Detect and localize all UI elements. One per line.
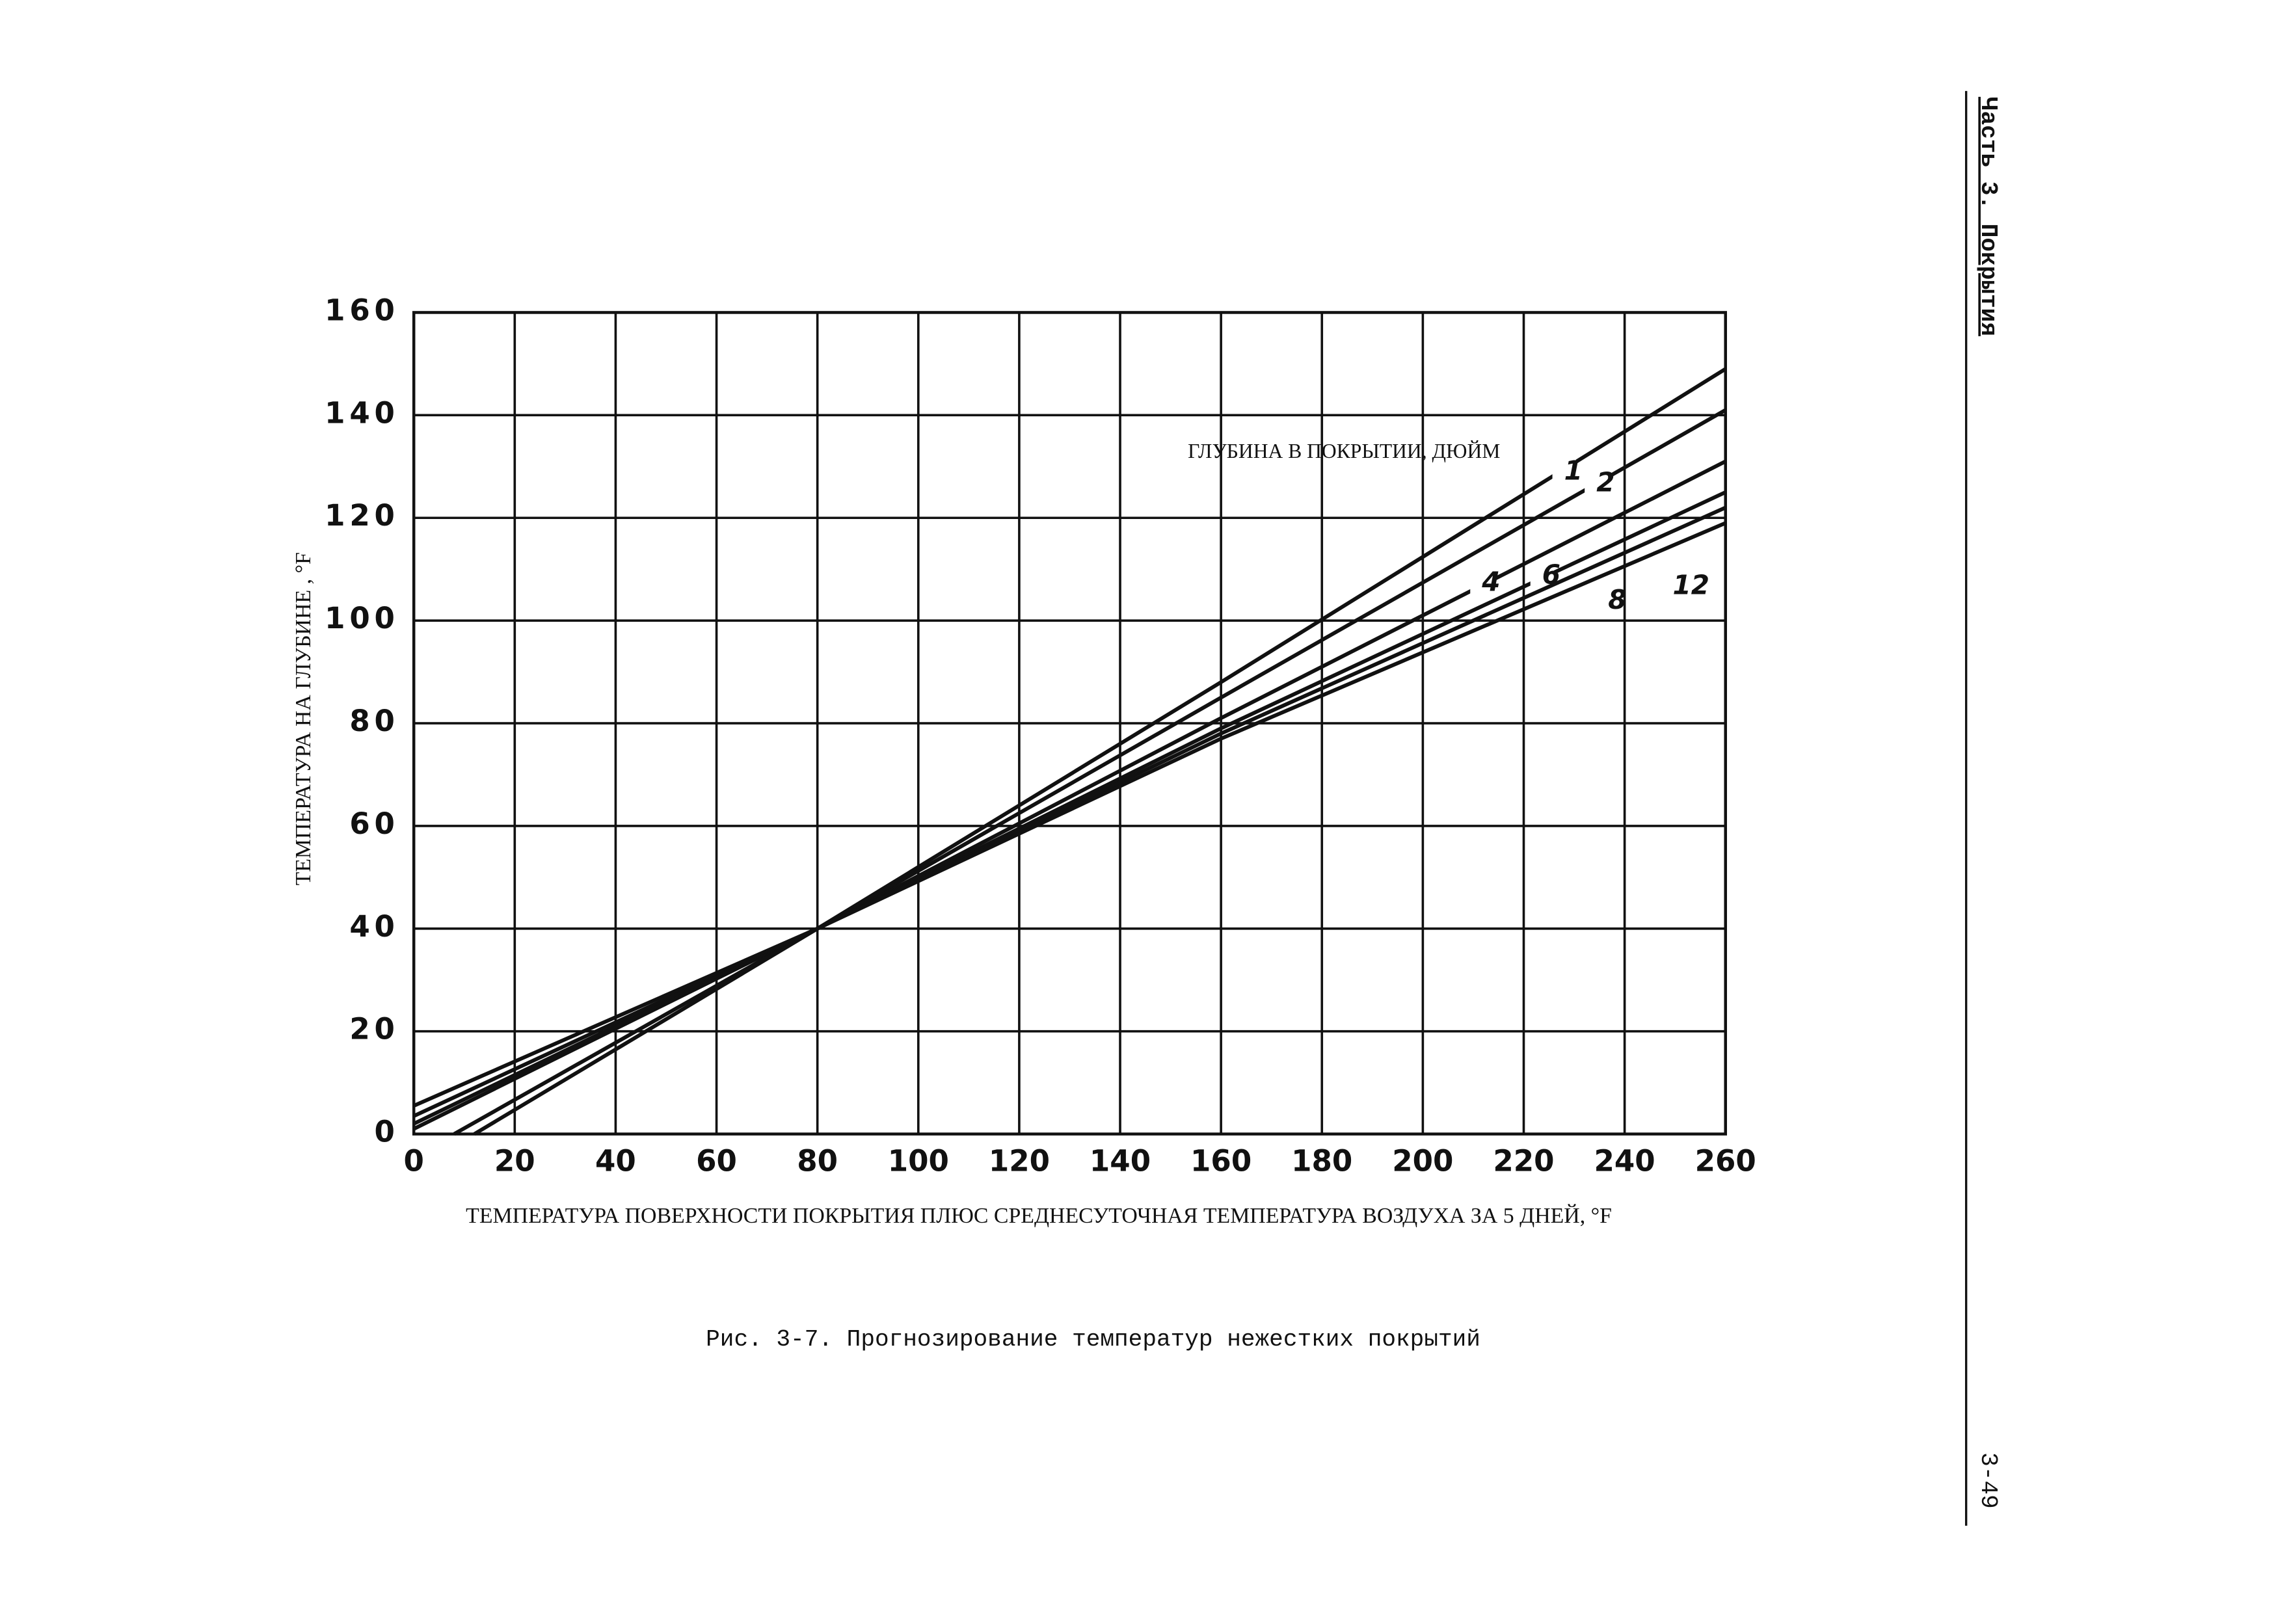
y-tick-label: 80 (349, 704, 399, 738)
page-number: 3-49 (1975, 1452, 2001, 1509)
y-tick-label: 40 (349, 909, 399, 944)
y-tick-label: 160 (325, 293, 399, 327)
y-tick-label: 60 (349, 806, 399, 841)
y-tick-label: 120 (325, 498, 399, 533)
x-tick-label: 120 (989, 1144, 1050, 1178)
legend-title: ГЛУБИНА В ПОКРЫТИИ, ДЮЙМ (1188, 440, 1500, 462)
y-tick-label: 0 (374, 1115, 399, 1149)
y-tick-label: 20 (349, 1012, 399, 1046)
y-tick-label: 100 (325, 601, 399, 635)
curve (453, 408, 1727, 1136)
x-tick-label: 220 (1493, 1144, 1554, 1178)
label-knockout (1552, 459, 1576, 486)
label-knockout (1661, 573, 1696, 600)
x-tick-label: 200 (1392, 1144, 1453, 1178)
curve-label: 1 (1564, 455, 1583, 486)
figure-caption: Рис. 3-7. Прогнозирование температур неж… (706, 1326, 1480, 1353)
curve (413, 521, 1726, 1108)
x-tick-label: 140 (1090, 1144, 1151, 1178)
section-header: Часть 3. Покрытия (1975, 97, 2001, 336)
x-tick-label: 180 (1291, 1144, 1352, 1178)
label-knockout (1585, 471, 1609, 498)
x-tick-label: 80 (797, 1144, 838, 1178)
curve (473, 367, 1727, 1136)
x-tick-label: 20 (494, 1144, 535, 1178)
label-knockout (1470, 570, 1494, 598)
curve-label: 12 (1673, 569, 1710, 600)
curve (412, 490, 1726, 1126)
x-tick-label: 160 (1190, 1144, 1252, 1178)
curve-label: 2 (1596, 466, 1614, 498)
curve (412, 505, 1726, 1118)
x-tick-label: 260 (1695, 1144, 1756, 1178)
x-tick-label: 100 (888, 1144, 949, 1178)
x-axis-label: ТЕМПЕРАТУРА ПОВЕРХНОСТИ ПОКРЫТИЯ ПЛЮС СР… (466, 1204, 1612, 1228)
y-axis-label: ТЕМПЕРАТУРА НА ГЛУБИНЕ , °F (291, 552, 315, 885)
y-tick-label: 140 (325, 395, 399, 430)
x-tick-label: 40 (595, 1144, 636, 1178)
curve-label: 8 (1608, 584, 1626, 615)
plot: 0 20 40 60 80 100 120 140 160 180 200 220 240 2600204… (325, 293, 1756, 1178)
label-knockout (1596, 588, 1620, 615)
x-tick-label: 60 (696, 1144, 737, 1178)
x-tick-label: 240 (1594, 1144, 1655, 1178)
plot-frame (412, 311, 1727, 1136)
x-tick-label: 0 (403, 1144, 423, 1178)
curve-label: 4 (1481, 566, 1500, 598)
